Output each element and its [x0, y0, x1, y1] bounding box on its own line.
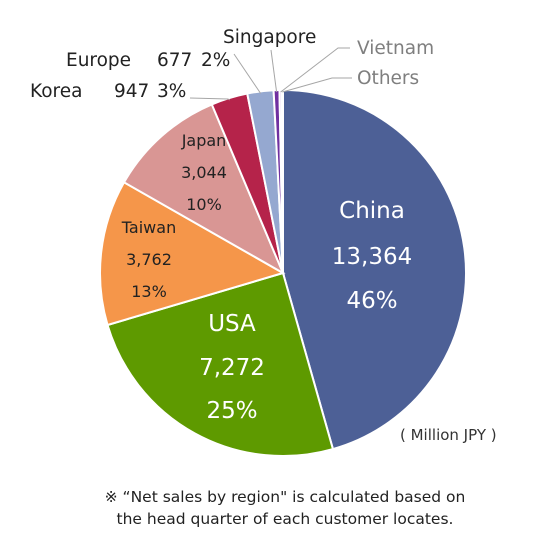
slice-value-japan: 3,044: [181, 163, 227, 182]
footnote: ※ “Net sales by region" is calculated ba…: [40, 486, 530, 530]
slice-value-china: 13,364: [332, 244, 412, 270]
slice-label-singapore: Singapore: [223, 27, 316, 48]
leader-line-singapore: [270, 49, 278, 93]
leader-line-europe: [233, 53, 262, 94]
slice-label-korea: Korea: [30, 81, 82, 102]
slice-label-japan: Japan: [181, 131, 227, 150]
slice-japan: [122, 103, 286, 276]
slice-label-others: Others: [357, 68, 419, 89]
slice-value-europe: 677: [157, 50, 192, 71]
footnote-line-2: the head quarter of each customer locate…: [116, 510, 454, 528]
slice-percent-korea: 3%: [157, 81, 186, 102]
leader-line-korea: [189, 97, 231, 101]
slice-china: [282, 88, 467, 451]
slice-percent-taiwan: 13%: [131, 282, 167, 301]
unit-label: ( Million JPY ): [400, 426, 497, 444]
slice-taiwan: [99, 180, 286, 327]
slice-label-usa: USA: [208, 311, 256, 337]
slice-value-usa: 7,272: [199, 355, 265, 381]
slice-value-taiwan: 3,762: [126, 250, 172, 269]
slice-label-taiwan: Taiwan: [121, 218, 176, 237]
leader-lines: [189, 47, 352, 101]
leader-line-vietnam: [280, 47, 350, 93]
leader-line-others: [282, 77, 352, 93]
footnote-line-1: ※ “Net sales by region" is calculated ba…: [104, 488, 466, 506]
slice-label-europe: Europe: [66, 50, 131, 71]
slice-usa: [106, 271, 335, 457]
slice-percent-japan: 10%: [186, 195, 222, 214]
slice-percent-usa: 25%: [206, 398, 257, 424]
slice-percent-china: 46%: [346, 288, 397, 314]
slice-labels: China 13,364 46% USA 7,272 25% Taiwan 3,762 13% J…: [30, 27, 434, 424]
slice-percent-europe: 2%: [201, 50, 230, 71]
slice-label-vietnam: Vietnam: [357, 38, 434, 59]
slice-others: [280, 88, 284, 274]
slice-label-china: China: [339, 198, 405, 224]
slice-value-korea: 947: [114, 81, 149, 102]
pie-slices: [99, 88, 467, 457]
